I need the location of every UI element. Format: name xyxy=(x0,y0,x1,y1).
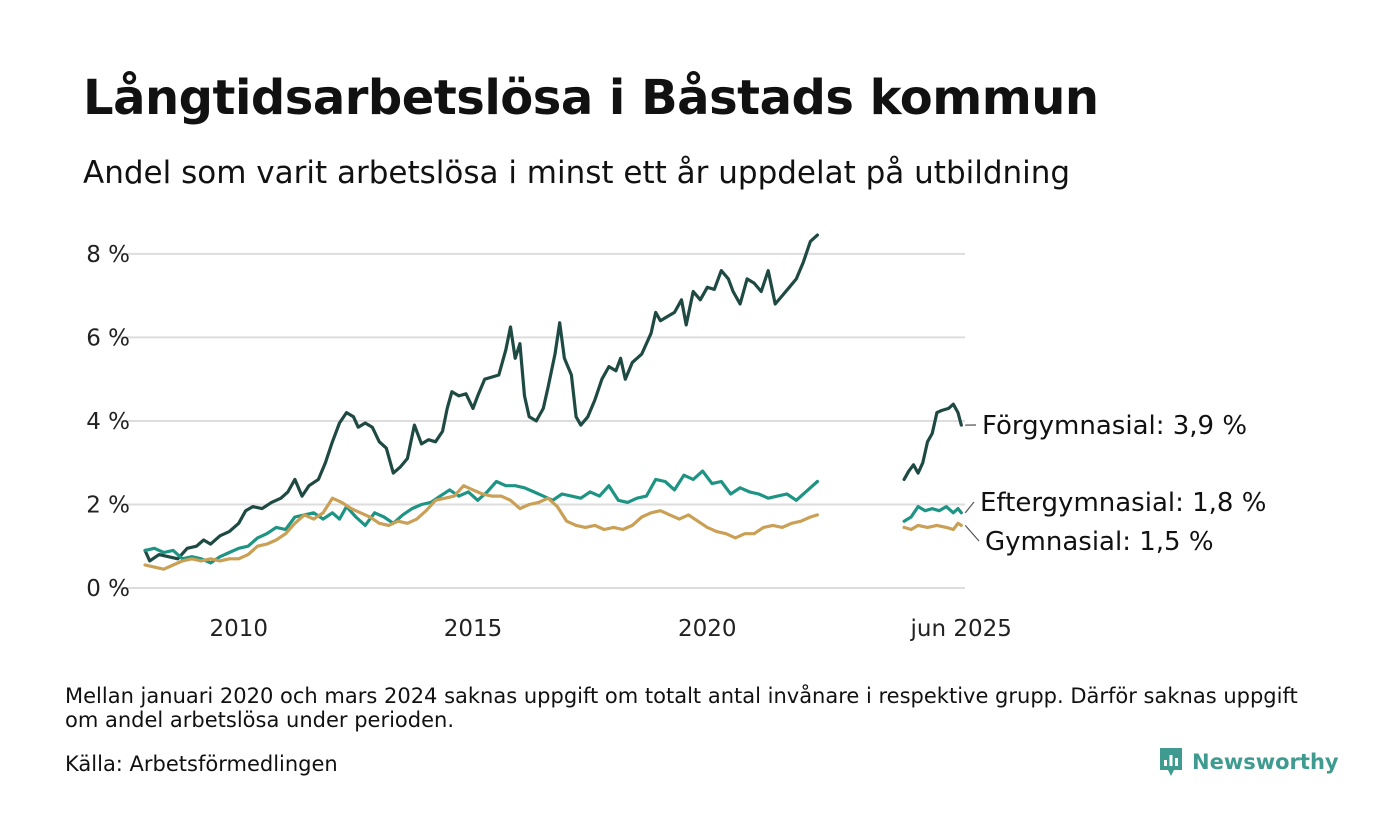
y-tick-label-0: 0 % xyxy=(86,576,130,602)
y-tick-label-3: 6 % xyxy=(86,325,130,351)
grid-lines xyxy=(118,252,965,589)
x-tick-label-0: 2010 xyxy=(209,616,268,642)
x-tick-label-3: jun 2025 xyxy=(910,616,1012,642)
brand-logo: Newsworthy xyxy=(1158,746,1339,778)
brand-name: Newsworthy xyxy=(1192,750,1339,774)
y-tick-label-2: 4 % xyxy=(86,409,130,435)
chart-subtitle: Andel som varit arbetslösa i minst ett å… xyxy=(83,155,1071,191)
series-line-gymnasial-1 xyxy=(902,521,963,532)
series-line-eftergymnasial-0 xyxy=(143,469,819,565)
newsworthy-logo-icon xyxy=(1160,748,1182,776)
x-tick-label-2: 2020 xyxy=(678,616,737,642)
label-leader-2 xyxy=(964,524,980,542)
series-label-förgymnasial: Förgymnasial: 3,9 % xyxy=(982,411,1247,441)
series-line-gymnasial-0 xyxy=(143,484,819,571)
series-line-förgymnasial-0 xyxy=(143,233,819,563)
footnote: Mellan januari 2020 och mars 2024 saknas… xyxy=(65,684,1298,732)
chart-title: Långtidsarbetslösa i Båstads kommun xyxy=(83,70,1099,126)
series-labels: Förgymnasial: 3,9 % Eftergymnasial: 1,8 %… xyxy=(964,411,1266,557)
y-axis: 0 % 2 % 4 % 6 % 8 % xyxy=(86,242,130,602)
y-tick-label-1: 2 % xyxy=(86,492,130,518)
series-line-eftergymnasial-1 xyxy=(902,505,963,523)
series-label-eftergymnasial: Eftergymnasial: 1,8 % xyxy=(980,488,1266,518)
source-note: Källa: Arbetsförmedlingen xyxy=(65,752,338,776)
series-label-gymnasial: Gymnasial: 1,5 % xyxy=(985,527,1214,557)
y-tick-label-4: 8 % xyxy=(86,242,130,268)
series-line-förgymnasial-1 xyxy=(902,402,963,481)
series-lines xyxy=(143,233,963,571)
line-chart: 0 % 2 % 4 % 6 % 8 % 2010 2015 2020 jun 2025 För… xyxy=(86,233,1266,642)
label-leader-1 xyxy=(964,501,975,514)
x-axis: 2010 2015 2020 jun 2025 xyxy=(209,616,1012,642)
x-tick-label-1: 2015 xyxy=(444,616,503,642)
